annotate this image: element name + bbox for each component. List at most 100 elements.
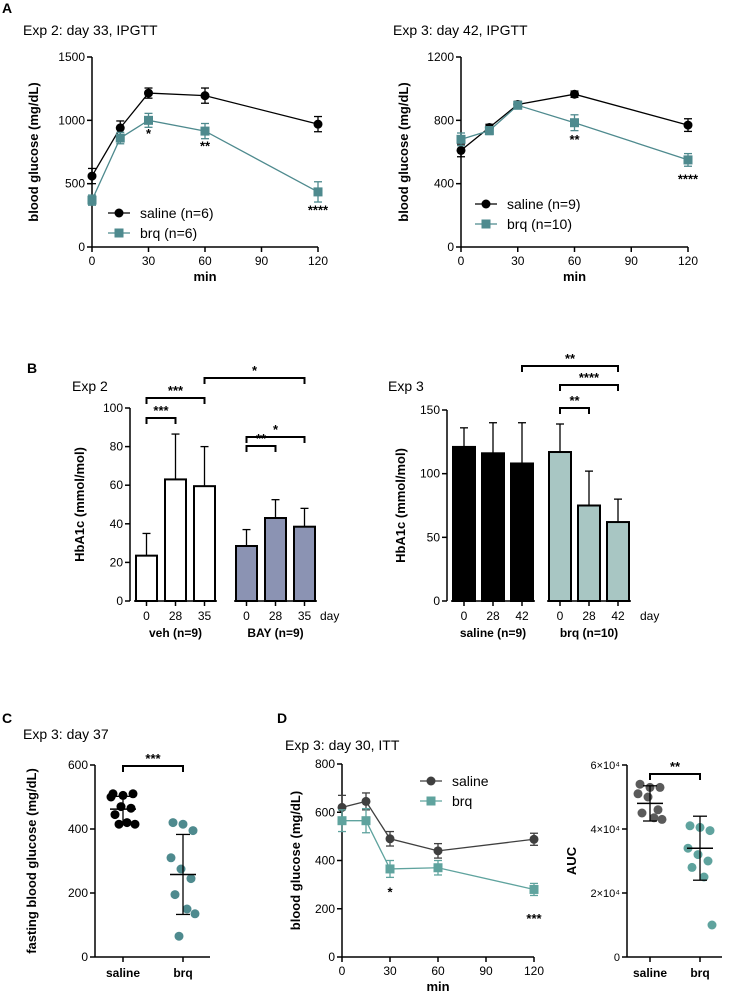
significance-marker: * — [273, 422, 279, 437]
y-axis-label: fasting blood glucose (mg/dL) — [24, 768, 39, 954]
significance-bracket — [122, 765, 184, 772]
data-point-saline-3 — [655, 782, 665, 792]
x-tick-label: 90 — [625, 254, 639, 268]
y-tick-label: 200 — [68, 886, 88, 900]
y-tick-label: 1500 — [58, 50, 85, 64]
series-2-marker-3 — [513, 100, 523, 110]
y-tick-label: 400 — [315, 854, 335, 868]
data-point-brq-9 — [707, 920, 717, 930]
significance-marker: *** — [153, 403, 169, 418]
series-2-marker-4 — [433, 863, 443, 873]
y-tick-label: 2×10⁴ — [590, 888, 620, 900]
x-axis-label: min — [193, 269, 216, 284]
series-2-marker-2 — [484, 126, 494, 136]
y-tick-label: 800 — [315, 757, 335, 771]
legend-marker-2 — [426, 796, 436, 806]
significance-marker: *** — [145, 751, 161, 766]
data-point-brq-1 — [168, 818, 178, 828]
data-point-saline-6 — [126, 803, 136, 813]
x-tick-label: 28 — [169, 609, 183, 623]
y-tick-label: 60 — [110, 478, 124, 492]
legend-label-1: saline — [452, 773, 489, 789]
group-label: veh (n=9) — [149, 626, 202, 640]
x-tick-label: 42 — [515, 609, 529, 623]
y-tick-label: 200 — [315, 902, 335, 916]
x-category-label: saline — [633, 966, 667, 980]
bar-2-2 — [264, 517, 287, 603]
data-point-saline-9 — [657, 814, 667, 824]
y-axis-label: HbA1c (mmol/mol) — [72, 447, 87, 562]
legend-marker-2 — [114, 228, 124, 238]
series-1-marker-5 — [529, 834, 539, 844]
x-axis-label: min — [563, 269, 586, 284]
series-1-marker-3 — [385, 834, 395, 844]
series-2-marker-2 — [115, 133, 125, 143]
data-point-saline-1 — [635, 779, 645, 789]
data-point-brq-10 — [174, 931, 184, 941]
data-point-brq-5 — [693, 850, 703, 860]
data-point-saline-10 — [114, 819, 124, 829]
significance-marker: * — [146, 126, 152, 141]
significance-marker: ** — [569, 132, 580, 147]
data-point-brq-8 — [182, 904, 192, 914]
panel-label-c: C — [2, 710, 12, 726]
bar-1-3 — [510, 462, 534, 603]
significance-marker: ** — [670, 759, 681, 774]
chart-title: Exp 3: day 30, ITT — [285, 737, 400, 753]
group-label: brq (n=10) — [560, 626, 618, 640]
y-tick-label: 40 — [110, 517, 124, 531]
y-tick-label: 50 — [427, 530, 441, 544]
significance-bracket — [521, 365, 619, 372]
x-tick-label: 120 — [308, 254, 328, 268]
series-1-marker-2 — [115, 123, 125, 133]
y-axis-label: blood glucose (mg/dL) — [288, 791, 303, 930]
x-tick-label: 42 — [611, 609, 625, 623]
series-2-marker-3 — [385, 864, 395, 874]
data-point-brq-7 — [687, 862, 697, 872]
x-tick-label: 28 — [486, 609, 500, 623]
y-tick-label: 600 — [315, 805, 335, 819]
data-point-saline-4 — [633, 789, 643, 799]
data-point-saline-5 — [643, 792, 653, 802]
bar-1-1 — [452, 445, 476, 602]
significance-bracket — [559, 407, 590, 414]
group-label: saline (n=9) — [460, 626, 526, 640]
data-point-brq-6 — [703, 856, 713, 866]
y-tick-label: 100 — [420, 467, 440, 481]
data-point-brq-6 — [186, 874, 196, 884]
y-tick-label: 1000 — [58, 113, 85, 127]
data-point-brq-7 — [170, 890, 180, 900]
legend-label-2: brq — [452, 793, 472, 809]
y-tick-label: 400 — [68, 822, 88, 836]
series-1-marker-5 — [683, 120, 693, 130]
legend-marker-1 — [114, 208, 124, 218]
data-point-saline-8 — [649, 813, 659, 823]
y-tick-label: 600 — [68, 758, 88, 772]
significance-marker: ** — [256, 431, 267, 446]
data-point-saline-7 — [637, 808, 647, 818]
panel-label-a: A — [2, 0, 12, 16]
x-tick-label: 35 — [198, 609, 212, 623]
significance-marker: **** — [308, 203, 329, 218]
y-tick-label: 0 — [447, 240, 454, 254]
significance-marker: **** — [579, 370, 600, 385]
x-category-label: brq — [690, 966, 709, 980]
series-2-marker-5 — [529, 884, 539, 894]
x-category-label: saline — [106, 966, 140, 980]
series-1-marker-4 — [570, 89, 579, 99]
x-tick-label: 0 — [461, 609, 468, 623]
x-tick-label: 120 — [678, 254, 698, 268]
x-axis-day-label: day — [640, 609, 659, 623]
bar-2-1 — [548, 451, 572, 602]
significance-bracket — [145, 417, 177, 424]
y-tick-label: 0 — [614, 952, 620, 964]
legend-label-2: brq (n=10) — [507, 216, 572, 232]
x-tick-label: 120 — [524, 964, 544, 978]
bar-1-1 — [135, 554, 158, 603]
series-2-marker-4 — [570, 118, 579, 128]
y-tick-label: 400 — [434, 177, 454, 191]
x-category-label: brq — [173, 966, 192, 980]
significance-bracket — [245, 436, 306, 443]
series-2-marker-4 — [200, 126, 210, 136]
